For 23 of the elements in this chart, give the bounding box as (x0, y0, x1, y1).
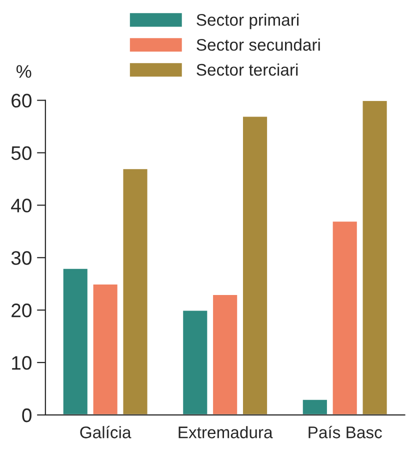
y-tick-label: 50 (11, 146, 32, 160)
bar (92, 283, 119, 415)
legend-label: Sector primari (196, 14, 298, 30)
bar (182, 309, 209, 415)
y-tick-label: 0 (22, 408, 32, 422)
y-tick-label: 20 (12, 304, 32, 318)
bar (242, 115, 268, 415)
bar (361, 100, 388, 415)
y-tick-label: 30 (11, 251, 32, 265)
bar (331, 220, 358, 415)
legend-label: Sector terciari (196, 63, 298, 76)
x-tick-label: Galícia (80, 426, 132, 438)
bar (62, 267, 89, 415)
y-tick-label: 10 (12, 356, 32, 370)
bar (301, 398, 328, 415)
y-axis-title: % (16, 65, 32, 78)
y-tick-label: 40 (11, 198, 32, 212)
bar (122, 168, 149, 415)
x-tick-label: País Basc (308, 426, 382, 438)
bar (212, 294, 239, 415)
y-tick-label: 60 (12, 94, 32, 108)
legend-label: Sector secundari (196, 38, 320, 51)
x-tick-label: Extremadura (178, 426, 273, 438)
